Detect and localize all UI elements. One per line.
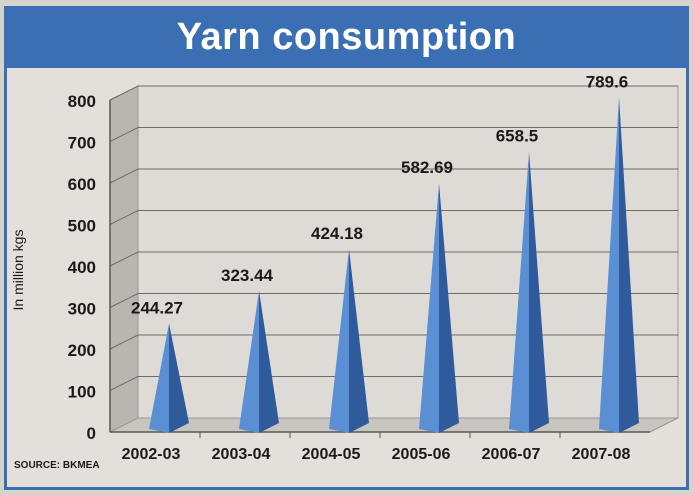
gridline [109,210,678,225]
gridline [109,168,678,184]
gridline [109,376,678,391]
bar-face-right [349,248,369,433]
bar-face-right [439,183,459,433]
y-tick-label: 500 [68,217,96,236]
bar [509,151,549,433]
data-label: 582.69 [401,158,453,177]
data-label: 658.5 [496,127,539,146]
x-tick-label: 2005-06 [392,446,451,463]
x-tick-label: 2002-03 [122,446,181,463]
bar [239,290,279,433]
bar [599,97,639,433]
y-tick-label: 100 [68,383,96,402]
gridline [109,85,678,101]
y-axis-label: In million kgs [10,229,26,311]
y-tick-label: 600 [68,175,96,194]
bar-face-right [169,323,189,433]
bar [329,248,369,433]
x-tick-label: 2007-08 [572,446,631,463]
data-label: 789.6 [586,72,629,91]
bar-face-left [149,323,169,433]
x-tick-label: 2006-07 [482,446,541,463]
y-tick-label: 300 [68,300,96,319]
gridline [109,251,678,267]
bar-face-left [329,248,349,433]
y-tick-label: 700 [68,134,96,153]
bar-face-right [619,97,639,433]
x-tick-label: 2003-04 [212,446,271,463]
bar-face-right [529,151,549,433]
bar [149,323,189,433]
y-tick-label: 0 [87,424,96,443]
gridline [109,127,678,142]
bar-face-left [509,151,529,433]
data-label: 424.18 [311,224,363,243]
y-tick-label: 800 [68,92,96,111]
title-bar: Yarn consumption [4,6,689,68]
bar-face-left [239,290,259,433]
y-tick-label: 200 [68,341,96,360]
gridline [109,334,678,350]
gridline [109,293,678,308]
floor [109,417,679,433]
chart-title: Yarn consumption [176,15,517,58]
y-tick-label: 400 [68,258,96,277]
bar [419,183,459,433]
bar-face-left [419,183,439,433]
data-label: 323.44 [221,266,274,285]
data-label: 244.27 [131,299,183,318]
bar-face-right [259,290,279,433]
x-tick-label: 2004-05 [302,446,361,463]
source-note: SOURCE: BKMEA [14,460,100,471]
bar-face-left [599,97,619,433]
